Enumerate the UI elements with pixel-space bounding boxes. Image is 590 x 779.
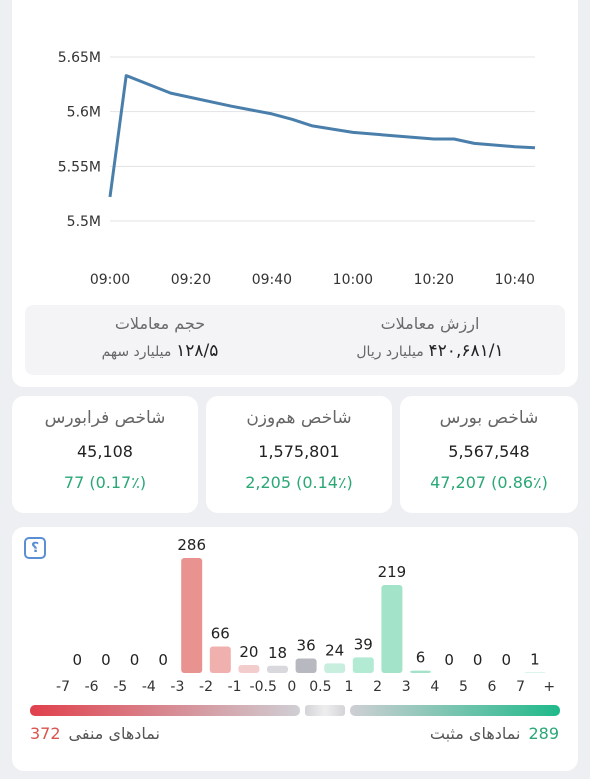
bin-label: + bbox=[543, 679, 555, 695]
bar bbox=[295, 658, 317, 673]
price-line bbox=[108, 74, 536, 198]
bin-label: 0 bbox=[287, 679, 296, 695]
positive-count: 289 bbox=[528, 724, 559, 743]
stat-title: ارزش معاملات bbox=[380, 314, 480, 333]
trade-value-box: ارزش معاملات ۴۲۰,۶۸۱/۱ میلیارد ریال bbox=[295, 305, 565, 375]
bin-label: 6 bbox=[488, 679, 497, 695]
trade-volume-box: حجم معاملات ۱۲۸/۵ میلیارد سهم bbox=[25, 305, 295, 375]
value-label: 24 bbox=[325, 641, 344, 659]
bin-label: 5 bbox=[459, 679, 468, 695]
bin-label: -1 bbox=[228, 679, 242, 695]
negative-count: 372 bbox=[30, 724, 61, 743]
bin-label: 1 bbox=[345, 679, 354, 695]
index-value: 45,108 bbox=[77, 442, 133, 461]
bin-label: -3 bbox=[170, 679, 184, 695]
value-label: 0 bbox=[158, 651, 168, 669]
value-label: 219 bbox=[378, 563, 407, 581]
bin-label: -4 bbox=[142, 679, 156, 695]
bar bbox=[381, 584, 403, 673]
positive-bar bbox=[350, 705, 560, 716]
bar bbox=[324, 663, 346, 673]
index-card[interactable]: شاخص هم‌وزن 1,575,801 2,205 (0.14٪) bbox=[206, 396, 392, 513]
bin-label: -6 bbox=[85, 679, 99, 695]
positive-label: نمادهای مثبت bbox=[429, 724, 521, 743]
negative-bar bbox=[30, 705, 300, 716]
stat-title: حجم معاملات bbox=[114, 314, 206, 333]
x-tick-label: 10:40 bbox=[495, 272, 535, 288]
index-title: شاخص فرابورس bbox=[44, 408, 166, 428]
index-value: 1,575,801 bbox=[258, 442, 340, 461]
y-tick-label: 5.55M bbox=[58, 159, 101, 175]
index-title: شاخص هم‌وزن bbox=[246, 408, 352, 428]
bin-label: 7 bbox=[516, 679, 525, 695]
y-tick-label: 5.65M bbox=[58, 50, 101, 66]
index-card[interactable]: شاخص فرابورس 45,108 77 (0.17٪) bbox=[12, 396, 198, 513]
value-label: 0 bbox=[502, 651, 512, 669]
stat-unit: میلیارد سهم bbox=[101, 344, 172, 360]
index-change: 77 (0.17٪) bbox=[63, 473, 147, 492]
value-label: 39 bbox=[354, 635, 373, 653]
stat-unit: میلیارد ریال bbox=[356, 344, 424, 360]
trade-stats: ارزش معاملات ۴۲۰,۶۸۱/۱ میلیارد ریال حجم … bbox=[25, 305, 565, 375]
help-icon[interactable]: ؟ bbox=[24, 537, 46, 559]
bar bbox=[209, 646, 231, 673]
value-label: 36 bbox=[297, 637, 316, 655]
bar bbox=[181, 558, 203, 673]
y-tick-label: 5.5M bbox=[67, 214, 101, 230]
value-label: 18 bbox=[268, 644, 287, 662]
x-tick-label: 09:40 bbox=[252, 272, 292, 288]
x-tick-label: 10:00 bbox=[333, 272, 373, 288]
index-change: 47,207 (0.86٪) bbox=[430, 473, 548, 492]
value-label: 6 bbox=[416, 649, 426, 667]
bar bbox=[238, 664, 260, 673]
bin-label: 0.5 bbox=[309, 679, 331, 695]
index-value: 5,567,548 bbox=[448, 442, 530, 461]
stat-value: ۴۲۰,۶۸۱/۱ bbox=[428, 341, 504, 361]
value-label: 0 bbox=[101, 651, 111, 669]
x-tick-label: 10:20 bbox=[414, 272, 454, 288]
x-tick-label: 09:00 bbox=[90, 272, 130, 288]
bin-label: 2 bbox=[373, 679, 382, 695]
neutral-bar bbox=[305, 705, 345, 716]
value-label: 0 bbox=[73, 651, 83, 669]
bin-label: -7 bbox=[56, 679, 70, 695]
value-label: 20 bbox=[239, 643, 258, 661]
stat-value: ۱۲۸/۵ bbox=[176, 341, 219, 361]
x-tick-label: 09:20 bbox=[171, 272, 211, 288]
breadth-card bbox=[12, 527, 578, 771]
bar bbox=[410, 670, 431, 673]
index-change: 2,205 (0.14٪) bbox=[245, 473, 353, 492]
bar bbox=[267, 665, 288, 673]
bin-label: -5 bbox=[113, 679, 127, 695]
negative-label: نمادهای منفی bbox=[68, 724, 160, 743]
value-label: 286 bbox=[177, 536, 206, 554]
bin-label: -0.5 bbox=[250, 679, 277, 695]
value-label: 1 bbox=[530, 651, 540, 669]
value-label: 0 bbox=[444, 651, 454, 669]
bin-label: 4 bbox=[430, 679, 439, 695]
index-card[interactable]: شاخص بورس 5,567,548 47,207 (0.86٪) bbox=[400, 396, 578, 513]
positive-summary: نمادهای مثبت 289 bbox=[430, 724, 559, 743]
value-label: 66 bbox=[211, 624, 230, 642]
bin-label: 3 bbox=[402, 679, 411, 695]
value-label: 0 bbox=[473, 651, 483, 669]
negative-summary: 372 نمادهای منفی bbox=[30, 724, 160, 743]
value-label: 0 bbox=[130, 651, 140, 669]
y-tick-label: 5.6M bbox=[67, 105, 101, 121]
bar bbox=[352, 657, 374, 673]
index-title: شاخص بورس bbox=[439, 408, 539, 428]
bin-label: -2 bbox=[199, 679, 213, 695]
